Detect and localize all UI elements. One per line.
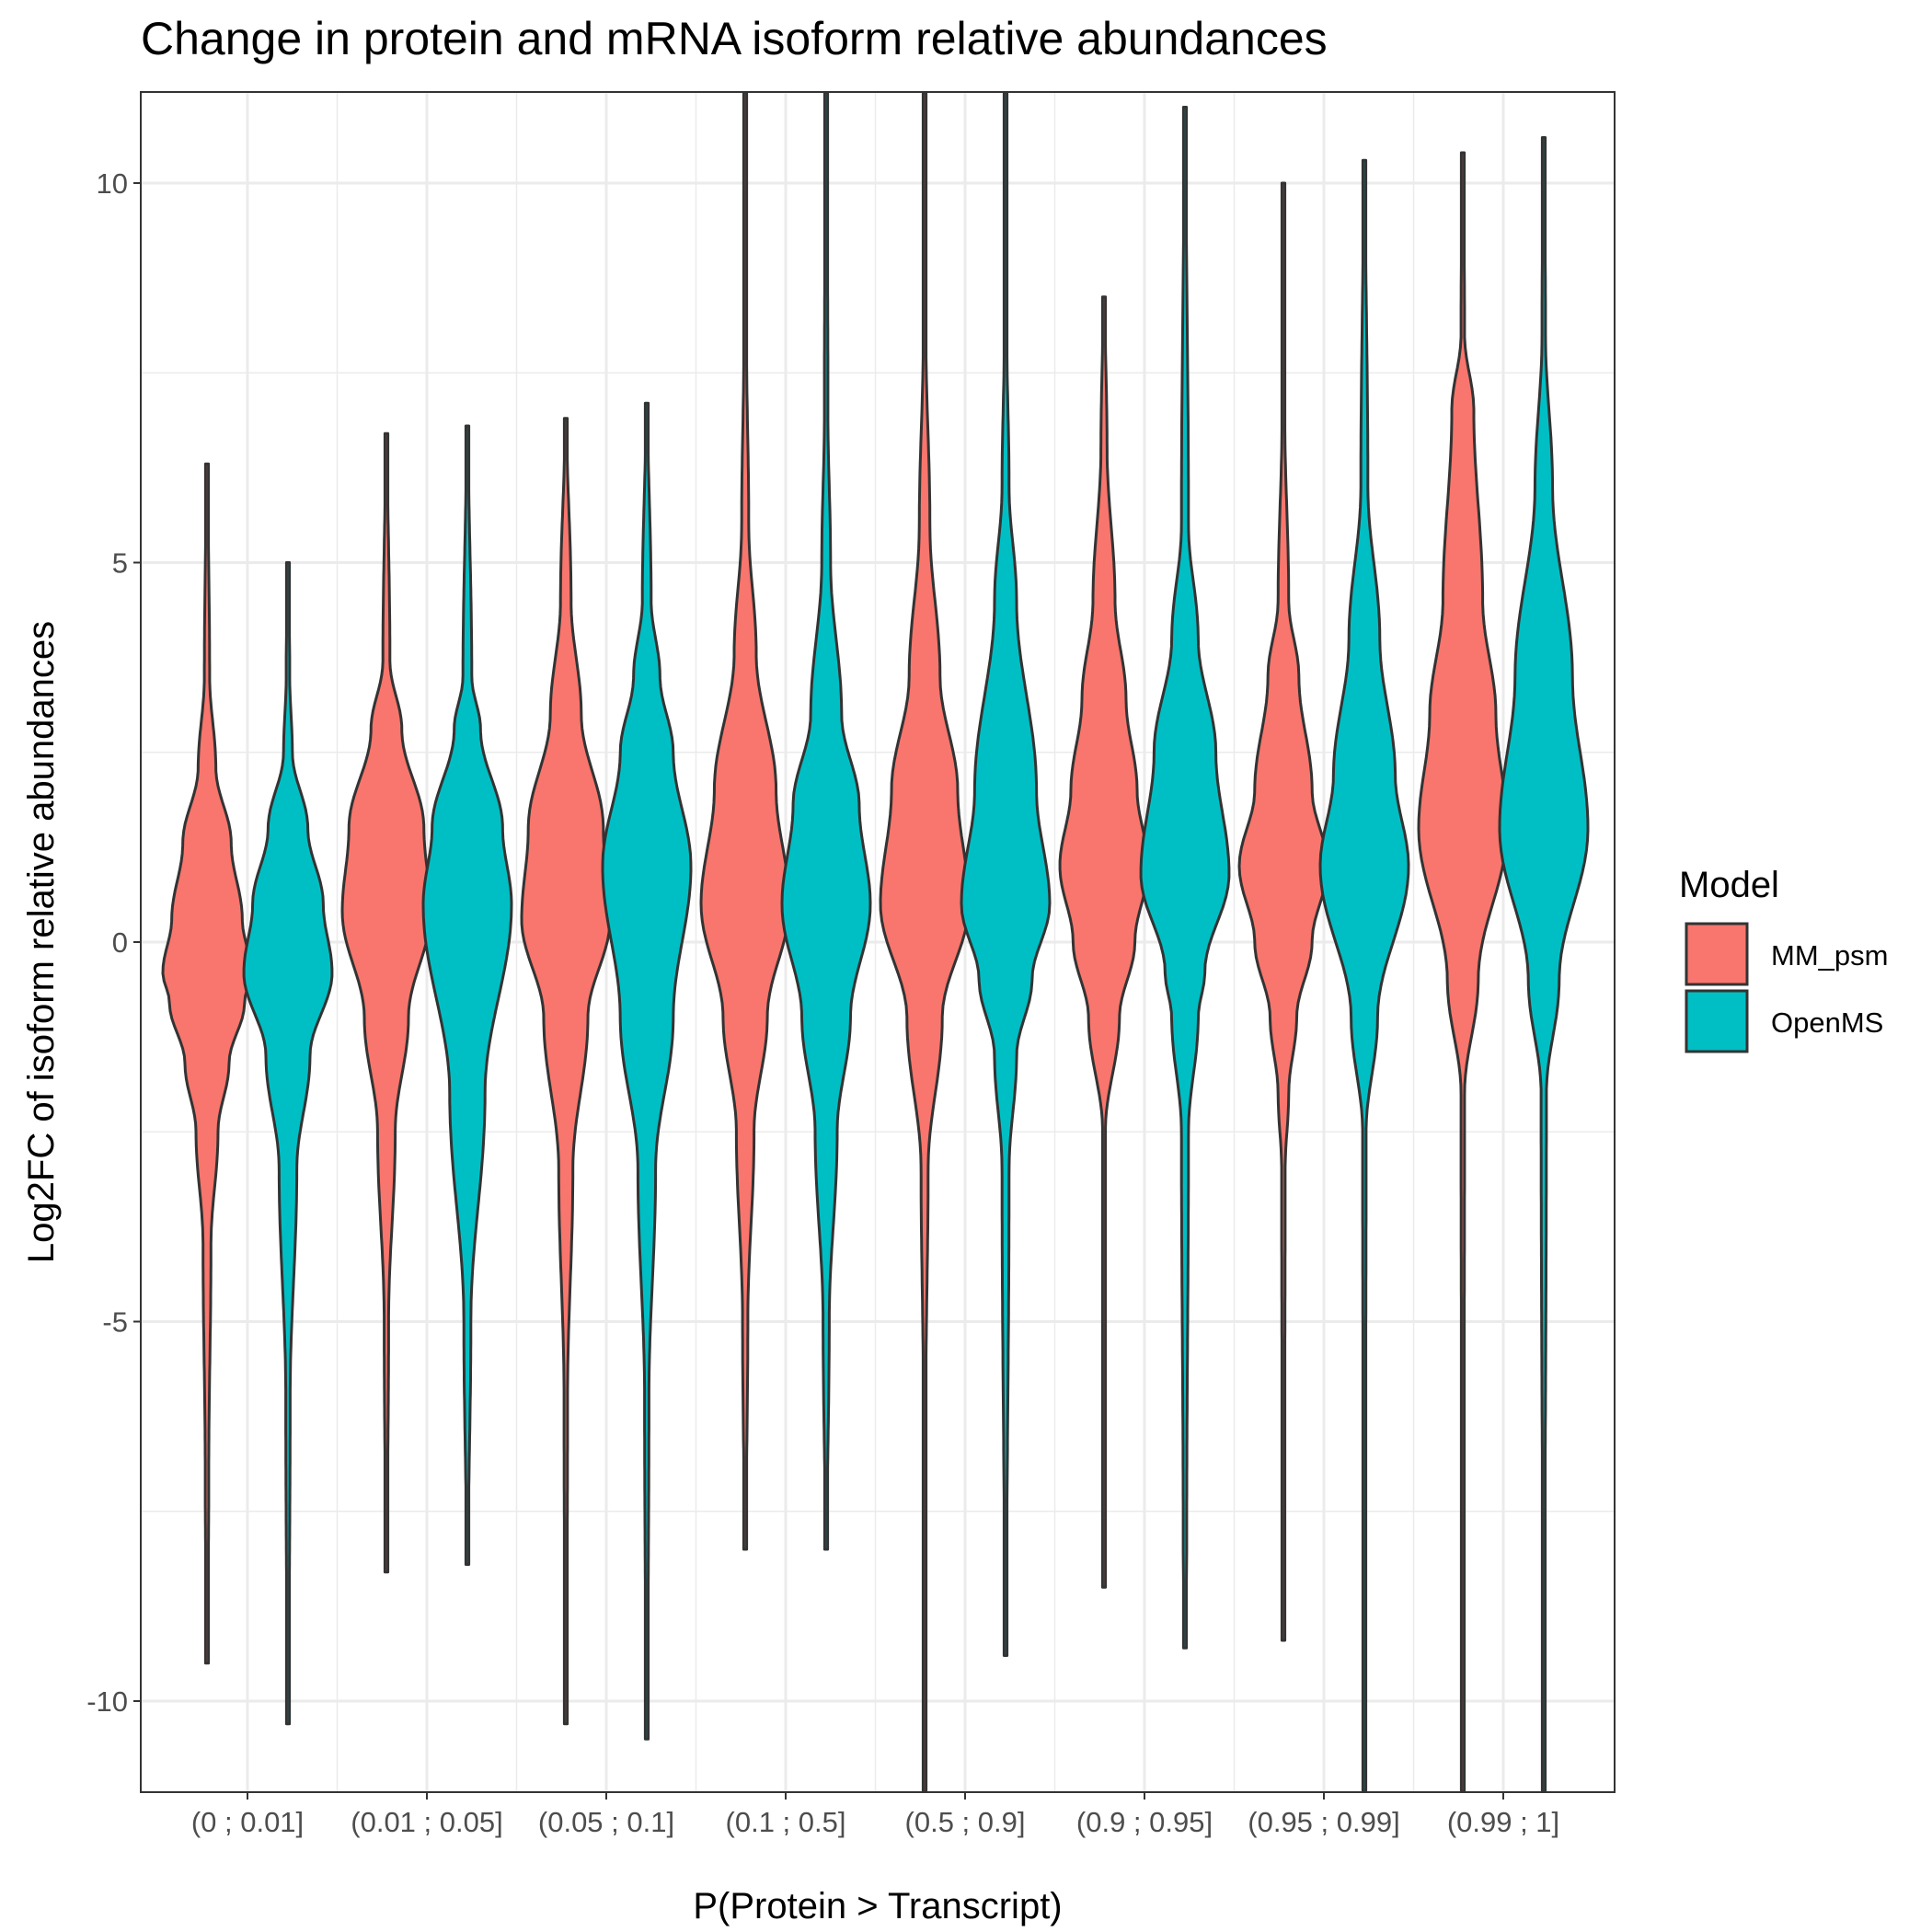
violin-mm-psm-5 — [1058, 295, 1150, 1589]
violin-mm-psm-0 — [161, 462, 253, 1665]
violin-mm-psm-3 — [699, 92, 791, 1551]
legend: Model MM_psm OpenMS — [1679, 865, 1888, 1053]
x-tick-label: (0.5 ; 0.9] — [905, 1806, 1026, 1838]
violin-mm-psm-7 — [1417, 151, 1509, 1792]
y-axis-title: Log2FC of isoform relative abundances — [21, 621, 62, 1263]
y-tick-label: -5 — [102, 1306, 128, 1339]
violin-openms-6 — [1318, 158, 1410, 1792]
legend-title: Model — [1679, 865, 1779, 905]
violin-mm-psm-4 — [879, 92, 971, 1792]
chart-title: Change in protein and mRNA isoform relat… — [141, 13, 1328, 64]
legend-label: MM_psm — [1771, 939, 1888, 972]
x-tick-label: (0.01 ; 0.05] — [351, 1806, 502, 1838]
x-tick-label: (0.95 ; 0.99] — [1248, 1806, 1399, 1838]
violin-mm-psm-1 — [340, 431, 432, 1574]
x-tick-label: (0.99 ; 1] — [1447, 1806, 1559, 1838]
violin-openms-2 — [601, 401, 693, 1741]
legend-key-mm-psm — [1685, 922, 1749, 986]
legend-key-openms — [1685, 989, 1749, 1053]
y-tick-label: 5 — [112, 547, 128, 580]
violin-mm-psm-2 — [520, 417, 612, 1726]
x-axis-title: P(Protein > Transcript) — [693, 1886, 1062, 1926]
violins — [161, 92, 1590, 1792]
violin-openms-0 — [242, 561, 334, 1726]
y-tick-label: 0 — [112, 926, 128, 959]
x-tick-label: (0.9 ; 0.95] — [1076, 1806, 1213, 1838]
plot-panel — [140, 91, 1616, 1793]
x-axis: (0 ; 0.01] (0.01 ; 0.05] (0.05 ; 0.1] (0.1 … — [191, 1792, 1559, 1838]
x-tick-label: (0 ; 0.01] — [191, 1806, 304, 1838]
y-axis: 10 5 0 -5 -10 — [86, 167, 141, 1718]
violin-openms-5 — [1139, 106, 1231, 1650]
y-tick-label: 10 — [97, 167, 128, 200]
x-tick-label: (0.05 ; 0.1] — [538, 1806, 674, 1838]
y-tick-label: -10 — [86, 1685, 128, 1718]
violin-openms-3 — [780, 92, 872, 1551]
violin-openms-1 — [421, 424, 513, 1566]
violin-mm-psm-6 — [1237, 181, 1329, 1642]
x-tick-label: (0.1 ; 0.5] — [726, 1806, 846, 1838]
violin-openms-7 — [1498, 136, 1590, 1792]
violin-openms-4 — [960, 92, 1052, 1657]
legend-label: OpenMS — [1771, 1006, 1883, 1039]
